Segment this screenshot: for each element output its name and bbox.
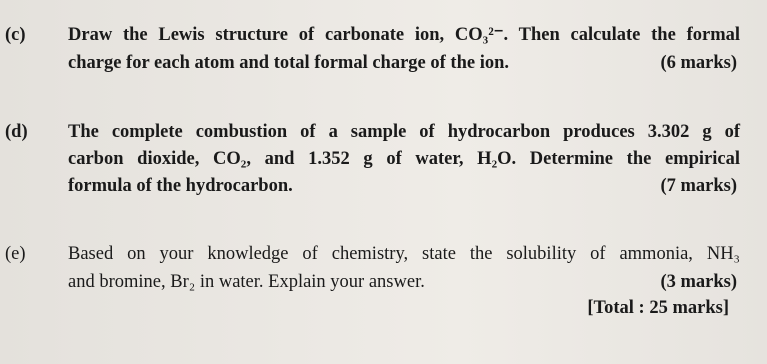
question-text: The complete combustion of a sample of h… [68,122,740,142]
question-label: (c) [5,25,26,45]
question-text: carbon dioxide, CO₂, and 1.352 g of wate… [68,149,740,169]
question-text: charge for each atom and total formal ch… [68,53,510,73]
question-text: Draw the Lewis structure of carbonate io… [68,25,740,45]
question-label: (e) [5,244,26,264]
marks: (7 marks) [660,176,737,196]
marks: (3 marks) [660,272,737,292]
question-text: Based on your knowledge of chemistry, st… [68,244,740,264]
question-text: formula of the hydrocarbon. [68,176,293,196]
question-label: (d) [5,122,28,142]
marks: (6 marks) [660,53,737,73]
total-marks: [Total : 25 marks] [587,298,729,318]
question-text: and bromine, Br₂ in water. Explain your … [68,272,425,292]
